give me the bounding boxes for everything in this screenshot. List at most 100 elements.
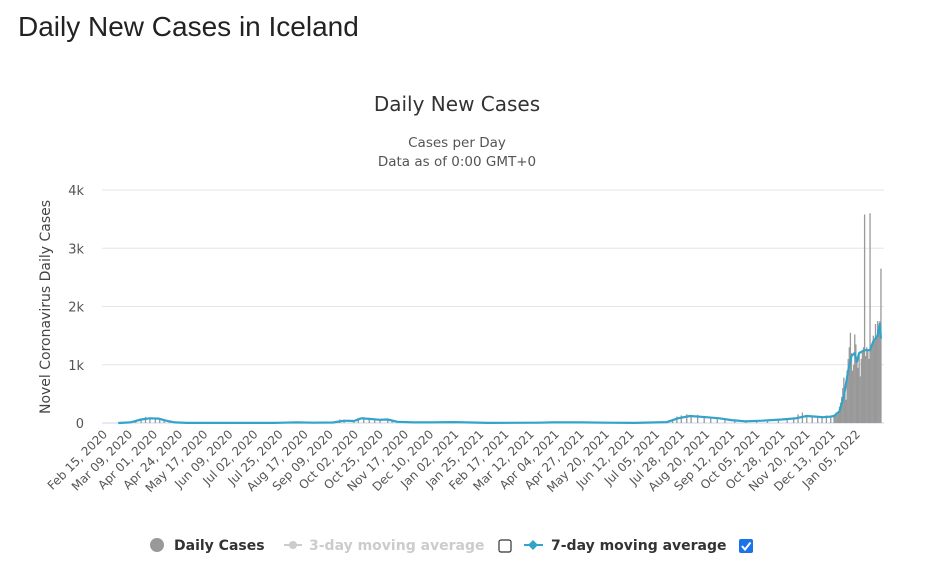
legend: Daily Cases 3-day moving average 7-day m… — [150, 538, 753, 554]
legend-item-daily-cases[interactable]: Daily Cases — [150, 538, 265, 554]
checkmark-icon — [741, 541, 752, 552]
y-tick-label: 1k — [68, 359, 84, 374]
daily-cases-bar — [671, 420, 674, 423]
daily-cases-bar — [846, 370, 848, 423]
daily-cases-bar — [851, 370, 854, 423]
daily-cases-bar — [872, 335, 874, 423]
daily-cases-bar — [387, 418, 389, 423]
daily-cases-bar — [859, 376, 861, 423]
legend-marker-circle-icon — [289, 541, 297, 549]
daily-cases-bar — [690, 416, 692, 423]
legend-item-3day-average[interactable]: 3-day moving average — [284, 538, 485, 554]
daily-cases-bar — [777, 419, 780, 423]
daily-cases-bar — [870, 347, 872, 423]
checkbox-3day-average[interactable] — [498, 539, 512, 553]
daily-cases-bar — [710, 417, 712, 423]
daily-cases-bar — [374, 419, 376, 423]
y-tick-label: 3k — [68, 242, 84, 257]
daily-cases-bar — [856, 358, 858, 423]
daily-cases-bar — [841, 396, 843, 423]
daily-cases-bar — [860, 358, 862, 423]
daily-cases-bar — [863, 214, 866, 423]
daily-cases-bar — [149, 418, 151, 423]
daily-cases-bar — [878, 326, 880, 423]
daily-cases-bar — [159, 419, 161, 423]
chart-subtitle-1: Cases per Day — [408, 135, 506, 151]
daily-cases-bar — [871, 344, 873, 423]
daily-cases-bar — [879, 321, 881, 423]
legend-label: 3-day moving average — [309, 538, 485, 554]
daily-cases-bar — [857, 367, 859, 423]
y-axis-label: Novel Coronavirus Daily Cases — [38, 200, 54, 414]
daily-cases-bar — [844, 393, 846, 423]
y-tick-label: 0 — [76, 417, 84, 432]
y-tick-label: 2k — [68, 301, 84, 316]
legend-label: 7-day moving average — [551, 538, 727, 554]
daily-cases-bar — [874, 323, 877, 423]
daily-cases-bar — [873, 341, 876, 423]
daily-cases-bar — [806, 414, 808, 423]
legend-label: Daily Cases — [174, 538, 265, 554]
daily-cases-bar — [724, 420, 726, 423]
daily-cases-bar — [786, 418, 788, 423]
daily-cases-bar — [854, 334, 856, 423]
daily-cases-bar — [858, 353, 860, 423]
daily-cases-bar — [835, 412, 837, 423]
daily-cases-bar — [766, 420, 769, 423]
daily-cases-bar — [834, 414, 836, 423]
daily-cases-bar — [140, 418, 142, 423]
checkbox-7day-average[interactable] — [739, 539, 753, 553]
daily-cases-bar — [703, 417, 705, 423]
daily-cases-bar — [368, 418, 370, 423]
daily-cases-bar — [680, 415, 682, 423]
daily-cases-bar — [865, 356, 867, 423]
daily-cases-bar — [391, 420, 393, 423]
daily-cases-bar — [154, 417, 156, 423]
chart-title: Daily New Cases — [374, 92, 540, 116]
daily-cases-bar — [825, 415, 828, 423]
daily-cases-bar — [837, 411, 840, 423]
daily-cases-bar — [817, 416, 819, 423]
page-title: Daily New Cases in Iceland — [18, 11, 359, 42]
daily-cases-bar — [838, 406, 841, 423]
daily-cases-bar — [875, 335, 878, 423]
daily-cases-bar — [163, 420, 165, 423]
daily-cases-bar — [861, 350, 864, 423]
daily-cases-bar — [793, 417, 795, 423]
daily-cases-bar — [734, 421, 736, 423]
chart-subtitle-2: Data as of 0:00 GMT+0 — [378, 154, 536, 170]
daily-cases-bar — [862, 347, 865, 423]
daily-cases-bar — [821, 417, 823, 423]
daily-cases-bar — [855, 344, 857, 423]
daily-cases-bar — [379, 420, 381, 423]
daily-cases-bar — [849, 332, 852, 423]
daily-cases-bar — [867, 350, 869, 423]
daily-cases-bar — [353, 421, 355, 423]
daily-cases-bar — [833, 416, 835, 423]
daily-cases-bar — [850, 353, 853, 423]
daily-cases-bar — [686, 414, 688, 423]
daily-cases-bar — [868, 358, 870, 423]
daily-cases-bar — [716, 418, 718, 423]
daily-cases-bar — [836, 414, 838, 423]
daily-cases-bar — [866, 347, 868, 423]
daily-cases-bar — [363, 417, 365, 423]
legend-marker-circle-icon — [150, 538, 164, 552]
daily-cases-bar — [847, 358, 849, 423]
daily-cases-bar — [845, 399, 847, 423]
daily-cases-bar — [839, 402, 842, 423]
y-tick-label: 4k — [68, 184, 84, 199]
daily-cases-bar — [696, 414, 699, 423]
daily-cases-bar — [869, 213, 871, 423]
daily-cases-bar — [880, 268, 882, 423]
daily-cases-bar — [842, 388, 844, 423]
legend-marker-diamond-icon — [528, 540, 538, 550]
daily-cases-bar — [811, 416, 813, 423]
daily-cases-bar — [343, 420, 345, 423]
legend-item-7day-average[interactable]: 7-day moving average — [524, 538, 727, 554]
daily-cases-bar — [853, 364, 855, 423]
daily-cases-bar — [877, 321, 879, 423]
daily-cases-bar — [848, 347, 850, 423]
daily-cases-bar — [830, 416, 832, 423]
